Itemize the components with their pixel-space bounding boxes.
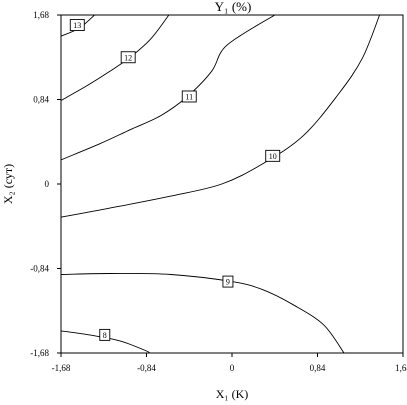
- y-tick-label: -1,68: [30, 348, 49, 358]
- chart-title: Y₁ (%): [215, 0, 252, 14]
- contour-lines: 13 12 11 10 9 8: [60, 14, 381, 354]
- x-tick-label: 0,84: [310, 363, 326, 373]
- contour-line-12: [60, 14, 170, 101]
- x-tick-label: 0: [230, 363, 235, 373]
- contour-label-box: [222, 275, 234, 288]
- contour-label-box: [120, 51, 136, 64]
- plot-frame: [60, 14, 404, 354]
- x-tick-label: -0,84: [137, 363, 156, 373]
- contour-label-11: 11: [185, 92, 193, 101]
- contour-line-11: [60, 14, 276, 161]
- contour-label-box: [181, 90, 197, 103]
- contour-line-10: [60, 14, 381, 218]
- x-axis-ticks: -1,68 -0,84 0 0,84 1,68: [52, 353, 407, 373]
- contour-label-box: [265, 149, 281, 162]
- contour-label-9: 9: [226, 278, 230, 287]
- contour-line-9: [60, 273, 345, 354]
- y-tick-label: -0,84: [30, 264, 49, 274]
- y-axis-ticks: -1,68 -0,84 0 0,84 1,68: [30, 10, 61, 358]
- y-tick-label: 0,84: [33, 95, 49, 105]
- contour-label-12: 12: [124, 53, 132, 62]
- contour-label-box: [99, 328, 111, 341]
- contour-label-10: 10: [269, 152, 277, 161]
- contour-label-13: 13: [73, 21, 81, 30]
- y-tick-label: 1,68: [33, 10, 49, 20]
- y-axis-title: X₂ (сут): [1, 164, 15, 204]
- x-axis-title: X₁ (K): [216, 387, 249, 401]
- contour-label-box: [69, 19, 85, 32]
- x-tick-label: 1,68: [395, 363, 407, 373]
- contour-label-8: 8: [103, 331, 107, 340]
- contour-line-8: [60, 330, 150, 354]
- y-tick-label: 0: [45, 179, 50, 189]
- x-tick-label: -1,68: [52, 363, 71, 373]
